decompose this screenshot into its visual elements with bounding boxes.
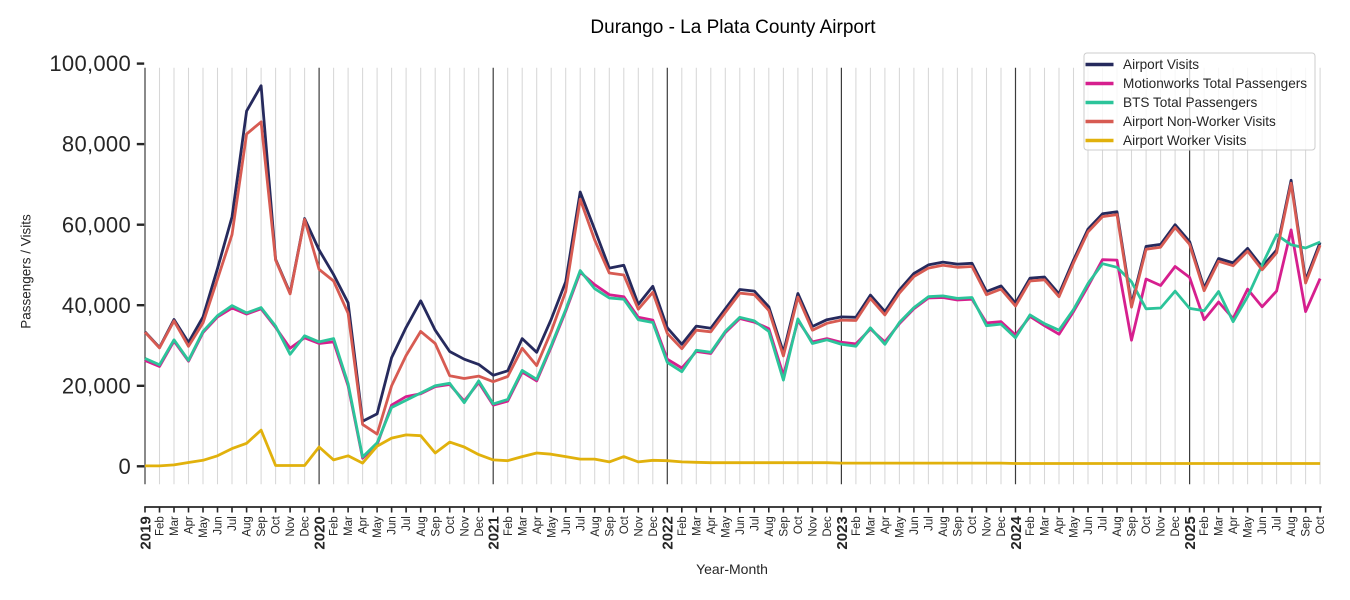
svg-text:Mar: Mar (517, 516, 529, 536)
svg-text:Jul: Jul (749, 516, 761, 531)
svg-text:Jun: Jun (387, 516, 399, 535)
svg-text:Jul: Jul (401, 516, 413, 531)
svg-text:Feb: Feb (677, 516, 689, 536)
svg-text:60,000: 60,000 (62, 212, 131, 237)
svg-text:Airport Visits: Airport Visits (1123, 57, 1199, 72)
svg-text:BTS Total Passengers: BTS Total Passengers (1123, 95, 1257, 110)
svg-text:May: May (1069, 516, 1081, 538)
svg-text:Feb: Feb (1025, 516, 1037, 536)
svg-text:Jul: Jul (1098, 516, 1110, 531)
svg-text:Nov: Nov (459, 516, 471, 537)
svg-text:Dec: Dec (474, 516, 486, 537)
svg-text:Dec: Dec (996, 516, 1008, 537)
svg-text:Apr: Apr (880, 516, 892, 534)
svg-text:Apr: Apr (1228, 516, 1240, 534)
svg-text:Dec: Dec (300, 516, 312, 537)
svg-text:Aug: Aug (1112, 516, 1124, 536)
svg-text:Sep: Sep (430, 516, 442, 536)
svg-text:Jun: Jun (1257, 516, 1269, 535)
svg-text:May: May (895, 516, 907, 538)
svg-text:May: May (1243, 516, 1255, 538)
svg-text:2019: 2019 (137, 516, 154, 549)
svg-text:Feb: Feb (1199, 516, 1211, 536)
svg-text:Nov: Nov (808, 516, 820, 537)
svg-text:May: May (720, 516, 732, 538)
svg-text:Mar: Mar (1040, 516, 1052, 536)
svg-text:Aug: Aug (1286, 516, 1298, 536)
svg-text:Oct: Oct (271, 515, 283, 534)
svg-text:Jul: Jul (1272, 516, 1284, 531)
svg-text:Durango - La Plata County Airp: Durango - La Plata County Airport (590, 17, 876, 38)
svg-text:Dec: Dec (648, 516, 660, 537)
svg-text:Sep: Sep (779, 516, 791, 536)
svg-text:Jun: Jun (735, 516, 747, 535)
svg-text:80,000: 80,000 (62, 132, 131, 157)
svg-text:Mar: Mar (343, 516, 355, 536)
svg-text:Feb: Feb (155, 516, 167, 536)
svg-text:Feb: Feb (851, 516, 863, 536)
svg-text:Jun: Jun (213, 516, 225, 535)
svg-text:Jun: Jun (561, 516, 573, 535)
svg-text:Oct: Oct (445, 515, 457, 534)
svg-text:Oct: Oct (619, 515, 631, 534)
svg-text:Year-Month: Year-Month (696, 561, 768, 577)
svg-text:May: May (546, 516, 558, 538)
svg-text:Apr: Apr (532, 516, 544, 534)
svg-text:Feb: Feb (329, 516, 341, 536)
svg-text:Mar: Mar (691, 516, 703, 536)
svg-text:Nov: Nov (633, 516, 645, 537)
svg-text:May: May (198, 516, 210, 538)
svg-text:Aug: Aug (938, 516, 950, 536)
svg-text:Mar: Mar (1214, 516, 1226, 536)
svg-text:2025: 2025 (1182, 516, 1199, 549)
svg-text:Passengers / Visits: Passengers / Visits (19, 214, 34, 329)
svg-text:Apr: Apr (184, 516, 196, 534)
svg-text:20,000: 20,000 (62, 373, 131, 398)
svg-text:Nov: Nov (285, 516, 297, 537)
svg-text:May: May (372, 516, 384, 538)
svg-text:Sep: Sep (953, 516, 965, 536)
svg-text:2020: 2020 (312, 516, 329, 549)
svg-text:Aug: Aug (764, 516, 776, 536)
svg-text:Oct: Oct (1141, 515, 1153, 534)
svg-text:Sep: Sep (256, 516, 268, 536)
svg-text:Sep: Sep (604, 516, 616, 536)
svg-text:0: 0 (118, 454, 131, 479)
svg-text:Dec: Dec (1170, 516, 1182, 537)
svg-text:Motionworks Total Passengers: Motionworks Total Passengers (1123, 76, 1307, 91)
svg-text:Jul: Jul (924, 516, 936, 531)
svg-text:2021: 2021 (486, 516, 503, 549)
svg-text:Airport Non-Worker Visits: Airport Non-Worker Visits (1123, 114, 1276, 129)
svg-text:Dec: Dec (822, 516, 834, 537)
svg-text:Mar: Mar (866, 516, 878, 536)
svg-text:Nov: Nov (982, 516, 994, 537)
svg-text:Aug: Aug (590, 516, 602, 536)
svg-text:Aug: Aug (416, 516, 428, 536)
svg-text:Jul: Jul (227, 516, 239, 531)
svg-text:40,000: 40,000 (62, 293, 131, 318)
svg-text:Airport Worker Visits: Airport Worker Visits (1123, 133, 1247, 148)
svg-text:Feb: Feb (503, 516, 515, 536)
svg-text:Jun: Jun (909, 516, 921, 535)
svg-text:100,000: 100,000 (49, 51, 131, 76)
svg-text:Oct: Oct (793, 515, 805, 534)
svg-text:2023: 2023 (834, 516, 851, 549)
svg-text:Sep: Sep (1127, 516, 1139, 536)
svg-text:Jul: Jul (575, 516, 587, 531)
svg-text:2024: 2024 (1008, 516, 1025, 550)
svg-text:Apr: Apr (1054, 516, 1066, 534)
svg-text:Jun: Jun (1083, 516, 1095, 535)
svg-text:Mar: Mar (169, 516, 181, 536)
svg-text:Oct: Oct (1315, 515, 1327, 534)
svg-text:Sep: Sep (1301, 516, 1313, 536)
svg-text:Aug: Aug (242, 516, 254, 536)
svg-text:Nov: Nov (1156, 516, 1168, 537)
svg-text:2022: 2022 (660, 516, 677, 549)
svg-text:Apr: Apr (358, 516, 370, 534)
svg-text:Apr: Apr (706, 516, 718, 534)
svg-text:Oct: Oct (967, 515, 979, 534)
